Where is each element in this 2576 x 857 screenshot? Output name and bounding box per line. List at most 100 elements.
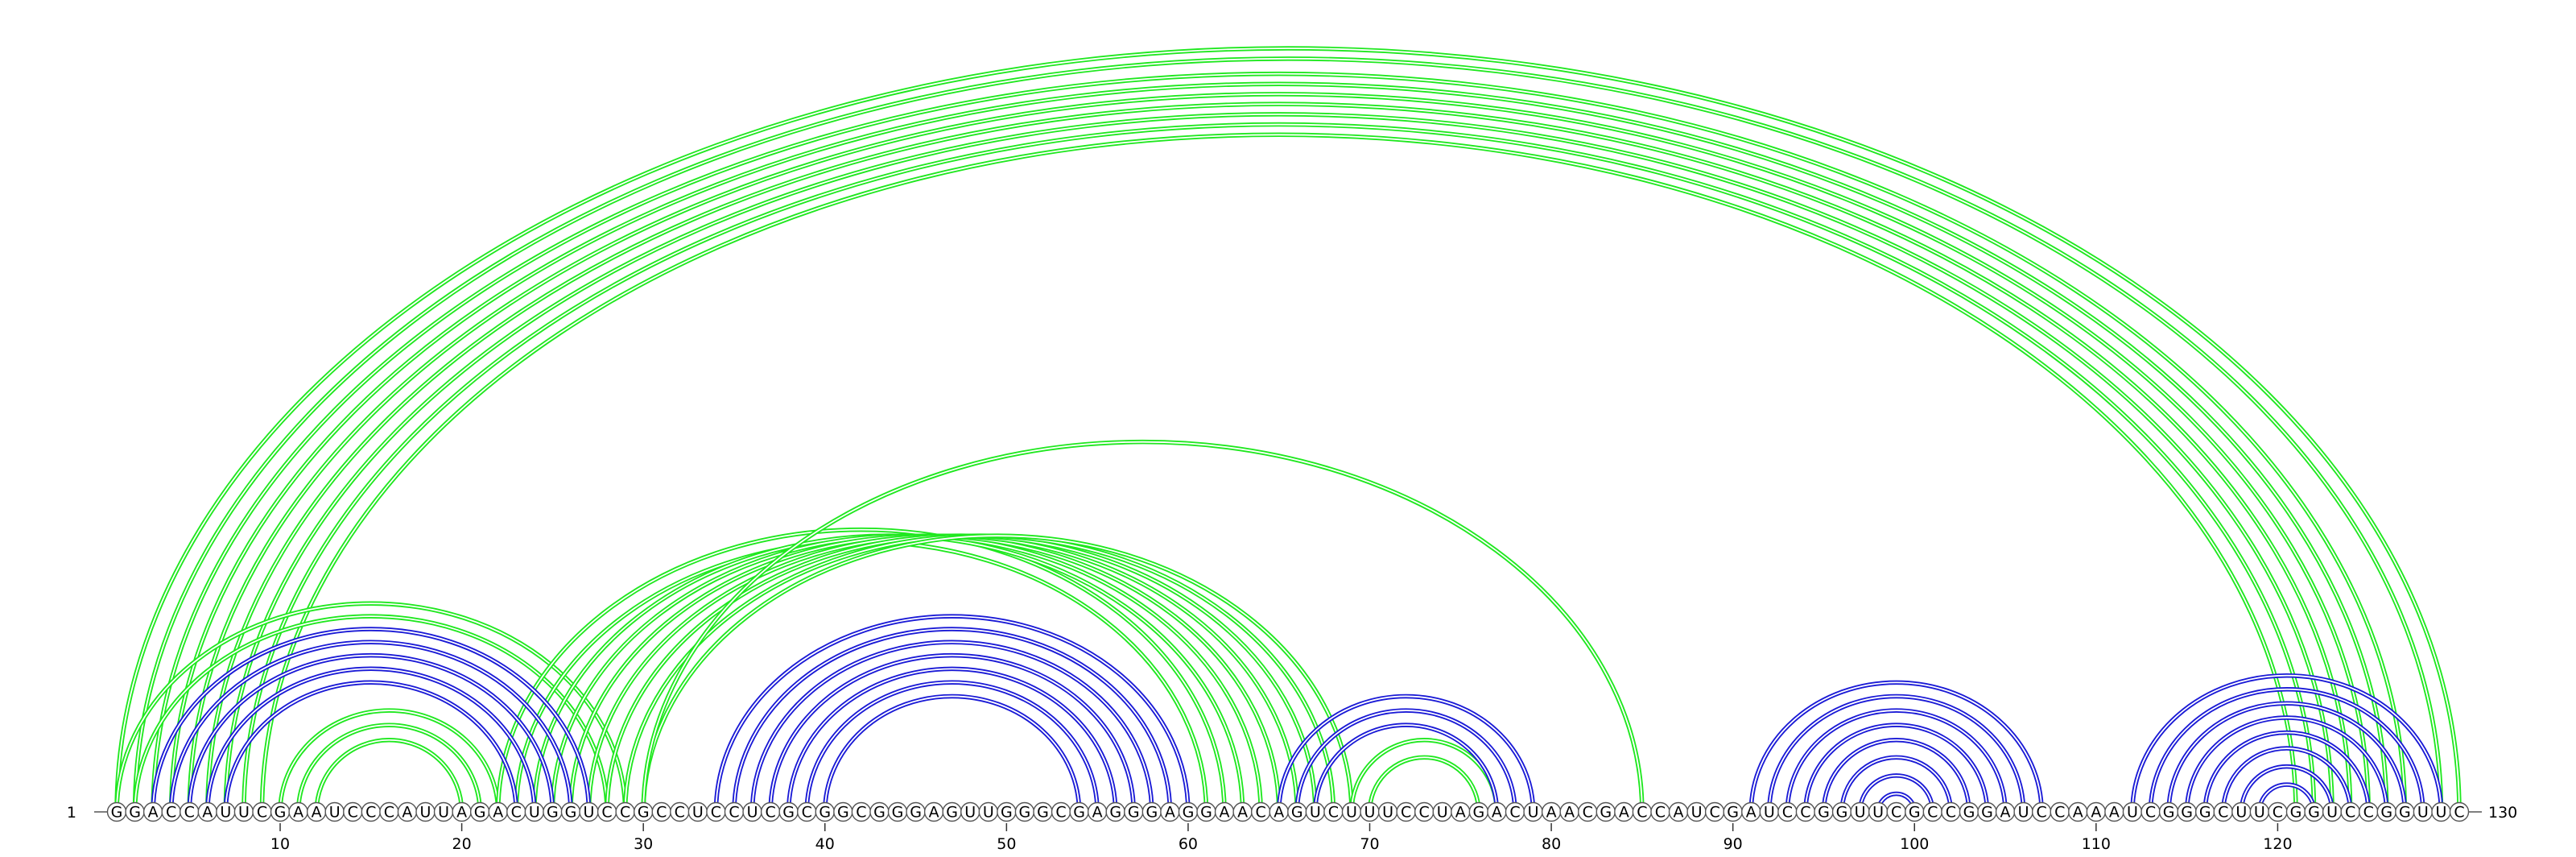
nucleotide-letter: C <box>257 804 267 822</box>
nucleotide-letter: C <box>1709 804 1719 822</box>
nucleotide-letter: U <box>964 804 976 822</box>
nucleotide-letter: C <box>1655 804 1666 822</box>
green-arc-gap <box>1368 756 1480 813</box>
blue-arc-gap <box>787 668 1117 813</box>
blue-arc-gap <box>170 641 572 813</box>
nucleotide-letter: G <box>892 804 904 822</box>
green-arc-gap <box>206 104 2351 813</box>
nucleotide-letter: U <box>1310 804 1321 822</box>
nucleotide-letter: A <box>1564 804 1575 822</box>
green-arc <box>622 533 1336 813</box>
nucleotide-letter: U <box>1382 804 1393 822</box>
nucleotide-letter: C <box>1419 804 1430 822</box>
blue-arc-gap <box>2149 689 2424 813</box>
nucleotide-letter: U <box>1437 804 1448 822</box>
nucleotide-letter: G <box>2181 804 2193 822</box>
blue-arc-gap <box>2258 784 2315 813</box>
green-arc-gap <box>1351 739 1498 813</box>
nucleotide-letter: G <box>474 804 486 822</box>
nucleotide-letter: C <box>1401 804 1411 822</box>
blue-arc-gap <box>188 654 554 813</box>
nucleotide-letter: C <box>620 804 630 822</box>
blue-arc-gap <box>1823 739 1970 813</box>
nucleotide-letter: G <box>547 804 559 822</box>
nucleotide-letter: C <box>2054 804 2065 822</box>
nucleotide-letter: G <box>1073 804 1085 822</box>
nucleotide-letter: G <box>1037 804 1049 822</box>
nucleotide-letter: G <box>565 804 577 822</box>
nucleotide-letter: C <box>2273 804 2283 822</box>
nucleotide-letter: A <box>1237 804 1248 822</box>
nucleotide-letter: A <box>1674 804 1684 822</box>
nucleotide-letter: C <box>2145 804 2156 822</box>
green-arc <box>151 71 2408 813</box>
nucleotide-letter: C <box>2363 804 2374 822</box>
nucleotide-letter: C <box>856 804 866 822</box>
nucleotide-letter: G <box>111 804 123 822</box>
nucleotide-letter: U <box>584 804 595 822</box>
nucleotide-letter: C <box>1946 804 1956 822</box>
nucleotide-letter: A <box>202 804 213 822</box>
green-arc-gap <box>134 615 608 813</box>
blue-arc-gap <box>1859 775 1934 813</box>
blue-arc-gap <box>2186 717 2388 813</box>
nucleotide-letter: G <box>1600 804 1612 822</box>
nucleotide-letter: G <box>819 804 831 822</box>
blue-arc-gap <box>1841 756 1952 813</box>
green-arc-gap <box>134 57 2442 813</box>
nucleotide-letter: U <box>2326 804 2338 822</box>
green-arc-gap <box>189 94 2368 812</box>
nucleotide-letter: G <box>2308 804 2320 822</box>
nucleotide-letter: G <box>1019 804 1031 822</box>
blue-arcs-layer <box>151 614 2444 813</box>
green-arc-gap <box>497 528 1225 813</box>
nucleotide-letter: G <box>1909 804 1921 822</box>
blue-arc-gap <box>152 628 590 813</box>
nucleotide-letter: C <box>384 804 394 822</box>
nucleotide-letter: A <box>402 804 412 822</box>
nucleotide-letter: C <box>2454 804 2464 822</box>
nucleotide-letter: C <box>166 804 176 822</box>
blue-arc-gap <box>1805 724 1988 813</box>
green-arc <box>314 738 464 813</box>
position-ticks: 10 20 30 40 50 60 70 80 90 100 110 120 <box>270 823 2293 853</box>
nucleotide-letter: G <box>910 804 922 822</box>
green-arc-gap <box>152 72 2406 813</box>
blue-arc-gap <box>1750 681 2043 813</box>
tick-label: 120 <box>2263 835 2292 853</box>
blue-arc <box>823 694 1082 813</box>
sequence-start-label: 1 <box>67 804 76 822</box>
nucleotide-letter: A <box>1746 804 1757 822</box>
nucleotide-letter: C <box>1891 804 1901 822</box>
blue-arc-gap <box>806 681 1099 813</box>
nucleotide-letter: C <box>1583 804 1593 822</box>
nucleotide-letter: C <box>601 804 612 822</box>
tick-label: 10 <box>270 835 290 853</box>
green-arc-gap <box>243 123 2315 813</box>
nucleotide-letter: G <box>1109 804 1121 822</box>
nucleotide-letter: A <box>2109 804 2120 822</box>
green-arc <box>242 122 2317 813</box>
nucleotide-letter: U <box>1855 804 1866 822</box>
blue-arc <box>2130 673 2444 813</box>
nucleotide-letter: C <box>1328 804 1339 822</box>
blue-arc-gap <box>2204 732 2370 813</box>
tick-label: 100 <box>1900 835 1929 853</box>
blue-arc-gap <box>1278 696 1534 813</box>
green-arc-gap <box>606 535 1316 813</box>
nucleotide-letter: G <box>1836 804 1848 822</box>
nucleotide-letter: A <box>1455 804 1466 822</box>
nucleotide-letter: A <box>2073 804 2083 822</box>
tick-label: 70 <box>1360 835 1379 853</box>
blue-arc-gap <box>1786 710 2006 813</box>
nucleotide-letter: G <box>1128 804 1140 822</box>
nucleotide-letter: A <box>1619 804 1629 822</box>
nucleotide-letter: U <box>1364 804 1376 822</box>
nucleotide-letter: U <box>1872 804 1884 822</box>
nucleotide-letter: A <box>1092 804 1103 822</box>
nucleotide-letter: G <box>2163 804 2175 822</box>
nucleotide-letter: G <box>1146 804 1158 822</box>
tick-label: 90 <box>1724 835 1743 853</box>
nucleotide-letter: C <box>675 804 685 822</box>
